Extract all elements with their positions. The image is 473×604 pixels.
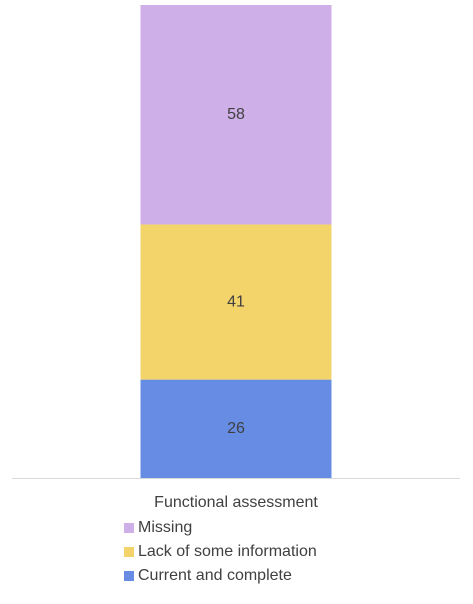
bar-segment bbox=[140, 379, 332, 478]
legend-swatch bbox=[124, 571, 134, 581]
data-label: 58 bbox=[227, 106, 245, 123]
x-tick-label: Functional assessment bbox=[154, 494, 318, 511]
bar-segment bbox=[140, 5, 332, 225]
legend-label: Lack of some information bbox=[138, 543, 317, 560]
data-label: 41 bbox=[227, 293, 245, 310]
legend-swatch bbox=[124, 523, 134, 533]
legend-label: Missing bbox=[138, 519, 192, 536]
legend-swatch bbox=[124, 547, 134, 557]
legend-label: Current and complete bbox=[138, 567, 292, 584]
data-label: 26 bbox=[227, 420, 245, 437]
bar-segment bbox=[140, 224, 332, 380]
